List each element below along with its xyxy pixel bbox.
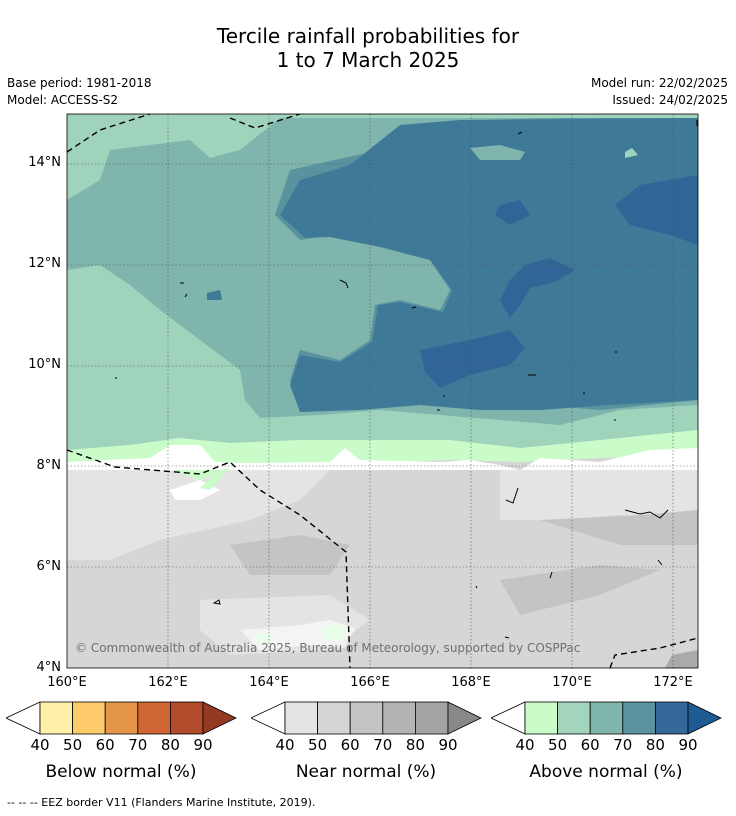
near-normal-colorbar [251,701,482,735]
above-normal-label: Above normal (%) [529,762,683,782]
colorbar-tick-label: 50 [548,736,568,754]
above-normal-90-region [495,200,530,225]
colorbar-segment [39,701,73,735]
colorbar-tick-label: 50 [308,736,328,754]
colorbar-segment [317,701,351,735]
colorbar-tick-label: 40 [30,736,50,754]
above-normal-60-patch [625,148,638,158]
colorbar-tick-label: 90 [678,736,698,754]
colorbar-over-arrow [447,701,482,735]
colorbar-under-arrow [251,701,286,735]
lon-label: 168°E [451,675,491,690]
colorbar-segment [557,701,591,735]
lon-label: 166°E [350,675,390,690]
colorbar-tick-label: 80 [160,736,180,754]
colorbar-over-arrow [202,701,237,735]
colorbar-segment [349,701,384,735]
base-period: Base period: 1981-2018 [7,76,152,90]
lon-label: 160°E [47,675,87,690]
below-normal-colorbar [6,701,237,735]
colorbar-segment [284,701,318,735]
colorbar-tick-label: 60 [340,736,360,754]
above-normal-90-region [615,175,698,245]
above-normal-colorbar [491,701,722,735]
colorbar-tick-label: 70 [613,736,633,754]
lon-label: 170°E [552,675,592,690]
colorbar-segment [169,701,204,735]
above-normal-40-patch [200,468,230,490]
above-normal-60-patch [470,145,525,160]
above-normal-90-region [500,258,575,318]
above-normal-80-region [280,118,698,412]
colorbar-over-arrow [687,701,722,735]
eez-border [67,114,698,668]
below-normal-label: Below normal (%) [45,762,197,782]
lat-label: 14°N [28,155,61,170]
lon-label: 172°E [653,675,693,690]
lat-label: 4°N [36,660,62,675]
colorbar-segment [654,701,689,735]
colorbar-segment [137,701,171,735]
copyright-credit: © Commonwealth of Australia 2025, Bureau… [75,641,581,655]
near-normal-label: Near normal (%) [295,762,437,782]
near-normal-light-region [500,470,698,520]
map-title-line1: Tercile rainfall probabilities for [216,24,520,48]
islands [115,120,698,639]
colorbar-segment [72,701,106,735]
map-frame [66,113,699,669]
colorbar-segment [524,701,558,735]
colorbar-tick-label: 70 [373,736,393,754]
colorbar-tick-label: 80 [645,736,665,754]
probability-map[interactable] [0,0,736,700]
lon-label: 162°E [148,675,188,690]
colorbar-tick-label: 40 [515,736,535,754]
colorbar-tick-label: 90 [193,736,213,754]
map-title-line2: 1 to 7 March 2025 [276,48,460,72]
colorbar-tick-label: 70 [128,736,148,754]
lon-label: 164°E [249,675,289,690]
gridlines [67,114,698,668]
model-name: Model: ACCESS-S2 [7,93,119,107]
colorbar-under-arrow [6,701,41,735]
colorbar-segment [589,701,624,735]
colorbar-tick-label: 40 [275,736,295,754]
colorbar-tick-label: 60 [95,736,115,754]
colorbar-under-arrow [491,701,526,735]
colorbar-tick-label: 90 [438,736,458,754]
model-run-date: Model run: 22/02/2025 [590,76,728,90]
near-normal-dark-region [230,535,350,575]
above-normal-90-region [420,330,525,388]
lat-label: 10°N [28,357,61,372]
lat-label: 12°N [28,256,61,271]
colorbar-segment [104,701,139,735]
lat-label: 8°N [36,458,62,473]
colorbar-tick-label: 80 [405,736,425,754]
lat-label: 6°N [36,559,62,574]
issued-date: Issued: 24/02/2025 [612,93,728,107]
colorbar-segment [414,701,449,735]
colorbar-tick-label: 50 [63,736,83,754]
eez-footnote: -- -- -- EEZ border V11 (Flanders Marine… [7,796,316,809]
above-normal-80-patch [207,290,222,300]
near-normal-dark-region [540,510,698,545]
colorbar-tick-label: 60 [580,736,600,754]
colorbar-segment [382,701,416,735]
near-normal-dark-region [500,565,660,615]
colorbar-segment [622,701,656,735]
